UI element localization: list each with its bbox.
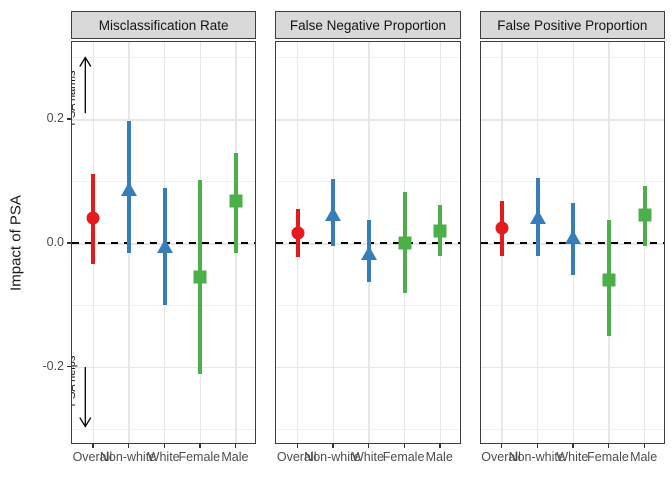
- point-male: [229, 194, 243, 208]
- x-tick: [439, 443, 441, 448]
- point-non-white: [325, 207, 342, 222]
- minor-gridline: [480, 305, 664, 307]
- x-tick-label-non-white: Non-white: [99, 449, 157, 464]
- x-tick-label-overall: Overall: [481, 449, 521, 464]
- y-tick-label: 0.0: [46, 235, 64, 250]
- facet-strip-label: False Positive Proportion: [497, 17, 648, 33]
- point-white: [156, 238, 173, 253]
- x-tick-label-female: Female: [178, 449, 221, 464]
- x-tick-label-male: Male: [630, 449, 658, 464]
- minor-gridline: [480, 57, 664, 59]
- x-tick: [199, 443, 201, 448]
- minor-gridline: [276, 305, 460, 307]
- facet-panel: PSA harms PSA helps: [71, 41, 257, 444]
- major-gridline: [276, 367, 460, 369]
- facet-panel: [479, 41, 665, 444]
- x-tick-label-male: Male: [425, 449, 453, 464]
- major-gridline: [480, 119, 664, 121]
- major-gridline: [72, 367, 256, 369]
- minor-gridline: [72, 429, 256, 430]
- point-white: [360, 245, 377, 260]
- minor-gridline: [72, 57, 256, 59]
- facet-strip-label: Misclassification Rate: [98, 17, 229, 33]
- point-female: [602, 273, 616, 287]
- x-tick: [536, 443, 538, 448]
- up-arrow-icon: [79, 56, 92, 114]
- x-tick: [163, 443, 165, 448]
- x-tick-label-non-white: Non-white: [304, 449, 361, 464]
- facet-strip: False Negative Proportion: [275, 11, 461, 39]
- facet-strip-label: False Negative Proportion: [289, 17, 446, 33]
- x-tick: [607, 443, 610, 448]
- minor-gridline: [72, 305, 256, 307]
- point-white: [565, 230, 582, 245]
- point-female: [398, 236, 412, 250]
- x-tick: [296, 443, 298, 448]
- minor-gridline: [276, 181, 460, 183]
- major-gridline: [276, 119, 460, 121]
- x-tick: [234, 443, 237, 448]
- y-tick: [66, 118, 71, 120]
- y-tick-label: 0.2: [46, 111, 64, 126]
- x-tick: [572, 443, 574, 448]
- x-tick-label-overall: Overall: [72, 449, 113, 464]
- y-tick-label: -0.2: [42, 359, 64, 374]
- x-tick-label-non-white: Non-white: [508, 449, 565, 464]
- point-overall: [86, 211, 100, 225]
- facet-panel: [275, 41, 461, 444]
- x-tick: [92, 443, 94, 448]
- x-tick: [403, 443, 405, 448]
- minor-gridline: [276, 429, 460, 430]
- minor-gridline: [480, 181, 664, 183]
- point-overall: [495, 221, 509, 235]
- x-tick: [332, 443, 334, 448]
- point-male: [433, 224, 447, 238]
- minor-gridline: [480, 429, 664, 430]
- annotation-down: PSA helps: [71, 355, 78, 407]
- point-non-white: [121, 181, 137, 196]
- point-male: [638, 208, 652, 222]
- major-gridline: [72, 119, 256, 121]
- y-tick: [66, 242, 71, 244]
- x-tick: [643, 443, 645, 448]
- facet-strip: False Positive Proportion: [479, 11, 665, 39]
- x-tick-label-white: White: [351, 449, 384, 464]
- minor-gridline: [276, 57, 460, 59]
- x-tick-label-white: White: [556, 449, 589, 464]
- down-arrow-icon: [79, 367, 92, 428]
- x-tick: [501, 443, 503, 448]
- y-tick: [66, 366, 71, 368]
- major-gridline: [480, 367, 664, 369]
- x-tick-label-female: Female: [587, 449, 629, 464]
- point-female: [193, 270, 207, 284]
- x-tick-label-male: Male: [221, 449, 249, 464]
- x-tick-label-female: Female: [382, 449, 425, 464]
- x-tick-label-white: White: [147, 449, 180, 464]
- minor-gridline: [72, 181, 256, 183]
- x-tick: [128, 443, 130, 448]
- point-overall: [291, 226, 305, 240]
- x-tick-label-overall: Overall: [276, 449, 317, 464]
- facet-strip: Misclassification Rate: [71, 11, 257, 39]
- point-non-white: [529, 209, 546, 224]
- x-tick: [367, 443, 370, 448]
